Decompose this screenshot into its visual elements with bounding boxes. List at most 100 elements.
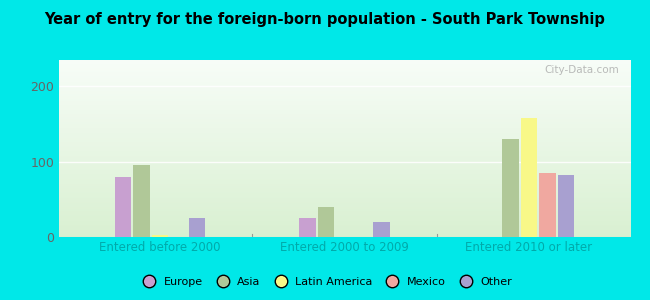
Bar [58,171,630,172]
Bar [300,218,316,237]
Bar [58,194,630,195]
Bar [58,148,630,149]
Bar [58,111,630,112]
Bar [58,190,630,191]
Bar [58,116,630,117]
Bar [58,174,630,175]
Bar [58,69,630,70]
Bar [58,228,630,229]
Bar [58,220,630,221]
Bar [58,192,630,193]
Bar [58,113,630,114]
Bar [58,188,630,189]
Bar [58,97,630,98]
Bar [58,147,630,148]
Bar [58,149,630,150]
Bar [58,63,630,64]
Bar [58,201,630,202]
Bar [58,217,630,218]
Bar [58,104,630,105]
Bar [58,99,630,100]
Bar [58,121,630,122]
Bar [58,64,630,65]
Bar [58,182,630,183]
Bar [58,164,630,165]
Bar [58,110,630,111]
Bar [58,60,630,61]
Bar [58,100,630,101]
Bar [58,213,630,214]
Bar [58,166,630,167]
Bar [58,144,630,145]
Bar [58,120,630,121]
Bar [58,78,630,79]
Bar [502,139,519,237]
Bar [58,109,630,110]
Bar [58,168,630,169]
Bar [58,83,630,84]
Bar [58,94,630,95]
Bar [58,186,630,187]
Bar [58,88,630,89]
Bar [540,173,556,237]
Bar [58,232,630,233]
Bar [115,177,131,237]
Bar [58,191,630,192]
Bar [521,118,537,237]
Bar [58,61,630,62]
Bar [58,205,630,206]
Bar [58,226,630,227]
Bar [58,140,630,141]
Bar [58,160,630,161]
Bar [58,208,630,209]
Bar [58,175,630,176]
Bar [58,154,630,155]
Bar [188,218,205,237]
Bar [58,153,630,154]
Bar [58,151,630,152]
Bar [58,178,630,179]
Bar [58,65,630,66]
Bar [58,150,630,151]
Bar [58,179,630,180]
Bar [58,225,630,226]
Bar [58,101,630,102]
Bar [58,126,630,127]
Bar [58,74,630,75]
Bar [58,180,630,181]
Bar [58,234,630,235]
Legend: Europe, Asia, Latin America, Mexico, Other: Europe, Asia, Latin America, Mexico, Oth… [134,273,516,291]
Bar [58,181,630,182]
Bar [58,142,630,143]
Bar [58,158,630,159]
Bar [58,131,630,132]
Bar [58,75,630,76]
Bar [318,207,334,237]
Bar [58,107,630,108]
Bar [58,202,630,203]
Bar [58,199,630,200]
Bar [58,159,630,160]
Bar [58,84,630,85]
Bar [152,236,168,237]
Bar [58,165,630,166]
Bar [558,175,574,237]
Bar [58,73,630,74]
Bar [58,236,630,237]
Bar [58,119,630,120]
Bar [58,77,630,78]
Bar [58,231,630,232]
Bar [58,143,630,144]
Bar [58,163,630,164]
Bar [58,66,630,67]
Bar [58,189,630,190]
Bar [58,187,630,188]
Bar [58,82,630,83]
Bar [58,106,630,107]
Bar [58,161,630,162]
Bar [58,81,630,82]
Bar [58,216,630,217]
Bar [58,214,630,215]
Bar [58,98,630,99]
Bar [58,224,630,225]
